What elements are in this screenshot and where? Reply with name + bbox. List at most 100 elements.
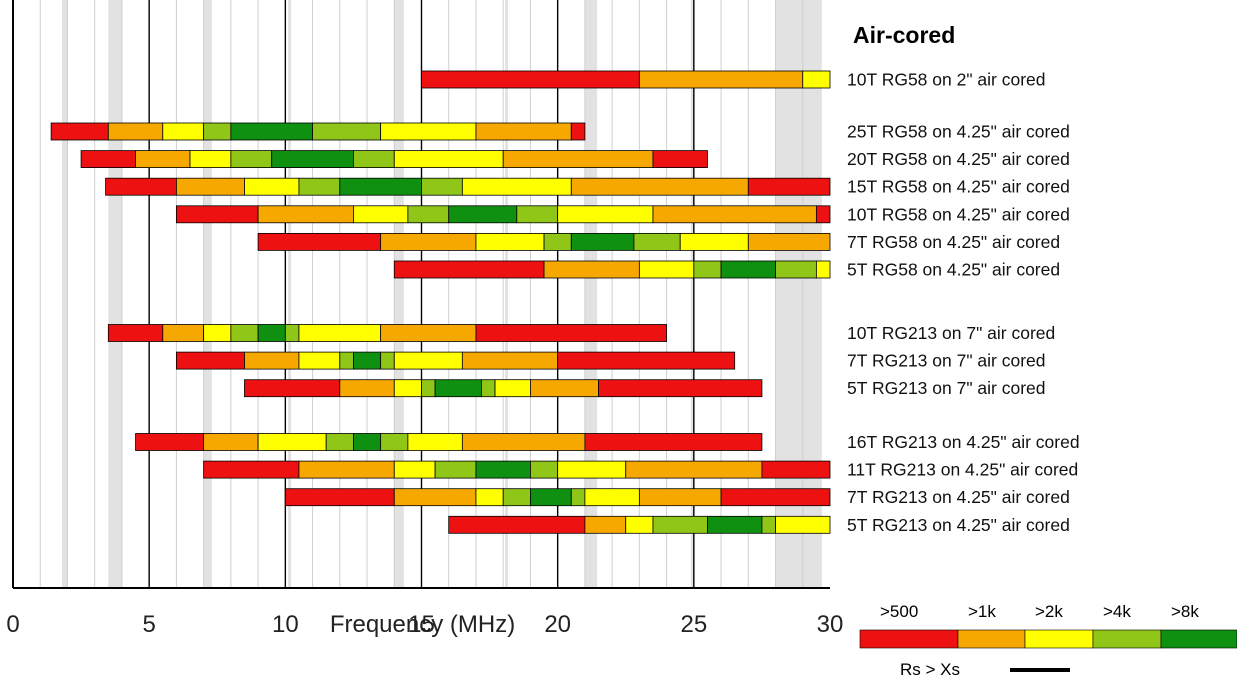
bar-segment — [543, 232, 572, 251]
row-label: 5T RG213 on 7" air cored — [847, 378, 1046, 398]
bar-segment — [775, 515, 831, 534]
bar-segment — [244, 351, 300, 370]
bar-segment — [393, 460, 436, 479]
bar-segment — [461, 177, 572, 196]
bar-segment — [407, 433, 463, 451]
bar-segment — [434, 460, 477, 479]
bar-segment — [298, 351, 341, 370]
chart-title: Air-cored — [853, 22, 956, 48]
bar-segment — [162, 324, 205, 342]
bar-segment — [761, 515, 776, 534]
bar-segment — [802, 70, 831, 89]
bar-segment — [380, 351, 395, 370]
bar-segment — [257, 232, 382, 251]
bar-segment — [707, 515, 763, 534]
bar-segment — [203, 324, 232, 342]
x-tick-label: 0 — [6, 611, 19, 638]
bar-segment — [530, 488, 572, 507]
band-shade — [62, 0, 68, 588]
bar-segment — [298, 324, 382, 342]
legend-label: >4k — [1103, 602, 1131, 621]
row-label: 7T RG213 on 7" air cored — [847, 351, 1046, 371]
row-label: 25T RG58 on 4.25" air cored — [847, 122, 1070, 142]
bar-segment — [257, 205, 354, 224]
bar-segment — [380, 122, 477, 141]
bar-segment — [353, 433, 382, 451]
bar-segment — [638, 488, 722, 507]
bar-segment — [775, 260, 817, 279]
bar-segment — [107, 324, 164, 342]
bar-segment — [570, 122, 586, 141]
bar-segment — [557, 460, 627, 479]
bar-segment — [434, 379, 482, 398]
row-label: 16T RG213 on 4.25" air cored — [847, 432, 1080, 452]
legend-swatch — [1092, 629, 1162, 649]
bar-segment — [393, 351, 463, 370]
row-label: 20T RG58 on 4.25" air cored — [847, 149, 1070, 169]
bar-segment — [325, 433, 354, 451]
bar-segment — [720, 488, 831, 507]
bar-segment — [284, 324, 300, 342]
bar-segment — [135, 150, 191, 169]
bar-segment — [380, 232, 477, 251]
row-label: 5T RG58 on 4.25" air cored — [847, 260, 1060, 280]
row-label: 10T RG58 on 2" air cored — [847, 70, 1046, 90]
bar-segment — [50, 122, 109, 141]
x-axis-label: Frequency (MHz) — [329, 611, 516, 638]
bar-segment — [175, 177, 245, 196]
bar-segment — [353, 150, 395, 169]
bar-segment — [638, 260, 695, 279]
bar-segment — [353, 205, 409, 224]
bar-segment — [298, 177, 341, 196]
bar-segment — [339, 351, 354, 370]
band-shade — [108, 0, 122, 588]
bar-segment — [135, 433, 205, 451]
legend-label: >500 — [880, 602, 918, 621]
bar-segment — [720, 260, 776, 279]
bar-segment — [421, 379, 436, 398]
legend-rs-label: Rs > Xs — [900, 660, 960, 679]
legend-label: >1k — [968, 602, 996, 621]
bar-segment — [652, 150, 708, 169]
bar-segment — [461, 433, 586, 451]
bar-segment — [80, 150, 136, 169]
band-shade — [203, 0, 212, 588]
bar-segment — [530, 460, 559, 479]
bar-segment — [557, 351, 736, 370]
x-tick-label: 15 — [408, 611, 435, 638]
bar-segment — [584, 433, 763, 451]
bar-segment — [598, 379, 763, 398]
bar-segment — [475, 232, 545, 251]
bar-segment — [461, 351, 559, 370]
bar-segment — [475, 460, 531, 479]
bar-segment — [448, 205, 518, 224]
x-tick-label: 30 — [817, 611, 844, 638]
x-tick-label: 20 — [544, 611, 571, 638]
bar-segment — [339, 379, 395, 398]
bar-segment — [475, 122, 572, 141]
bar-segment — [162, 122, 205, 141]
bar-segment — [530, 379, 599, 398]
bar-segment — [652, 515, 708, 534]
bar-segment — [421, 70, 640, 89]
bar-segment — [638, 70, 804, 89]
x-tick-label: 25 — [680, 611, 707, 638]
band-shade — [505, 0, 509, 588]
legend-label: >8k — [1171, 602, 1199, 621]
bar-segment — [475, 488, 504, 507]
bar-segment — [570, 488, 586, 507]
bar-segment — [543, 260, 640, 279]
bar-segment — [393, 150, 504, 169]
bar-segment — [353, 351, 382, 370]
bar-segment — [203, 122, 232, 141]
band-shade — [288, 0, 292, 588]
bar-segment — [244, 379, 341, 398]
bar-segment — [257, 433, 327, 451]
axes: 0 5 10 15 20 25 30 — [6, 0, 843, 638]
bar-segment — [633, 232, 681, 251]
bar-segment — [203, 460, 300, 479]
bar-segment — [339, 177, 422, 196]
bar-segment — [175, 205, 259, 224]
bar-segment — [107, 122, 164, 141]
